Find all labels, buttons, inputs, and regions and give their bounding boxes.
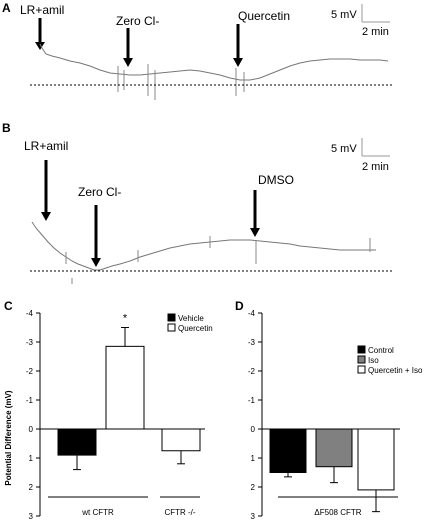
- chart-c-bar: [161, 428, 201, 452]
- arrowhead-lr-amil-a: [35, 42, 45, 50]
- chart-d-bar: [357, 428, 395, 491]
- group-label-wt-cftr: wt CFTR: [81, 508, 114, 517]
- chart-d-tick-label: -1: [248, 396, 256, 405]
- chart-d-bar: [315, 428, 353, 468]
- chart-c-tick-label: 1: [29, 454, 34, 463]
- chart-d-legend-label: Control: [368, 346, 394, 355]
- chart-c-tick-label: -4: [26, 309, 34, 318]
- group-label-df508: ΔF508 CFTR: [314, 508, 361, 517]
- arrowhead-dmso-b: [250, 228, 260, 237]
- chart-c-legend-swatch: [167, 323, 176, 332]
- arrowhead-quercetin-a: [233, 58, 243, 67]
- panel-a-letter: A: [2, 1, 11, 15]
- chart-d-legend-swatch: [357, 345, 366, 354]
- annotation-zero-cl-a: Zero Cl-: [116, 14, 159, 28]
- panel-a: A LR+amil Zero Cl- Quercetin 5 mV 2 min: [2, 1, 392, 100]
- chart-c-bar: [105, 345, 145, 430]
- chart-c-tick-label: 3: [29, 512, 34, 521]
- trace-a: [39, 43, 389, 81]
- scale-label-v-b: 5 mV: [331, 143, 357, 155]
- significance-star: *: [123, 313, 128, 325]
- chart-d-tick-label: 3: [251, 512, 256, 521]
- chart-c-legend-label: Quercetin: [178, 324, 213, 333]
- chart-c-legend-label: Vehicle: [178, 314, 204, 323]
- trace-b: [31, 221, 376, 271]
- chart-d-tick-label: -3: [248, 338, 256, 347]
- chart-c-tick-label: -2: [26, 367, 34, 376]
- arrowhead-zero-cl-a: [123, 58, 133, 67]
- chart-d-tick-label: 0: [251, 425, 256, 434]
- chart-d-legend-swatch: [357, 355, 366, 364]
- panel-c-letter: C: [4, 299, 13, 313]
- panel-d-letter: D: [235, 299, 244, 313]
- chart-c-tick-label: 2: [29, 483, 34, 492]
- annotation-lr-amil-b: LR+amil: [24, 139, 68, 153]
- scale-label-t-b: 2 min: [362, 161, 389, 173]
- chart-d-legend-label: Iso: [368, 356, 379, 365]
- chart-c-legend-swatch: [167, 313, 176, 322]
- chart-c-tick-label: -1: [26, 396, 34, 405]
- chart-c-tick-label: -3: [26, 338, 34, 347]
- annotation-lr-amil-a: LR+amil: [20, 3, 64, 17]
- arrowhead-zero-cl-b: [91, 258, 101, 267]
- chart-d-bar: [269, 428, 307, 473]
- panel-c: C Potential Difference (mV) -4 -3 -2 -1 0 1 2 3…: [4, 299, 213, 521]
- scale-label-v-a: 5 mV: [331, 9, 357, 21]
- bars-d: [269, 428, 395, 513]
- annotation-zero-cl-b: Zero Cl-: [78, 185, 121, 199]
- y-axis-label-c: Potential Difference (mV): [4, 390, 13, 485]
- bars-c: [57, 327, 201, 471]
- chart-d-tick-label: -2: [248, 367, 256, 376]
- chart-d-tick-label: -4: [248, 309, 256, 318]
- chart-c-bar: [57, 428, 97, 456]
- scale-label-t-a: 2 min: [362, 26, 389, 38]
- chart-d-legend-label: Quercetin + Iso: [368, 366, 423, 375]
- annotation-quercetin-a: Quercetin: [238, 9, 290, 23]
- chart-d-tick-label: 1: [251, 454, 256, 463]
- group-label-cftr-ko: CFTR -/-: [164, 508, 195, 517]
- arrowhead-lr-amil-b: [41, 212, 51, 221]
- panel-b: B LR+amil Zero Cl- DMSO 5 mV 2 min: [2, 121, 392, 284]
- panel-b-letter: B: [2, 121, 11, 135]
- annotation-dmso-b: DMSO: [258, 173, 294, 187]
- chart-c-tick-label: 0: [29, 425, 34, 434]
- chart-d-legend-swatch: [357, 365, 366, 374]
- chart-d-tick-label: 2: [251, 483, 256, 492]
